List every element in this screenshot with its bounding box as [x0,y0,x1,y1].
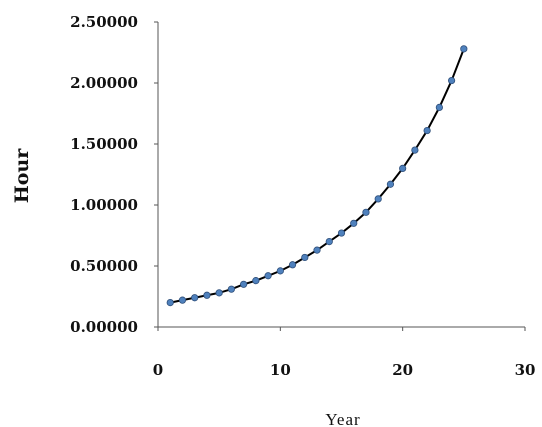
trend-line-group [170,48,465,304]
data-points [166,45,468,307]
y-tick-label: 1.50000 [70,135,138,153]
y-axis-label: Hour [11,148,33,203]
x-tick-label: 10 [270,361,291,379]
y-tick-label: 0.50000 [70,257,138,275]
data-point [325,238,333,246]
data-point [386,180,395,188]
y-tick-label: 1.00000 [70,196,138,214]
y-tick-label: 0.00000 [70,318,138,336]
data-point [191,294,199,302]
data-point [301,253,309,262]
data-point [264,272,272,280]
x-axis-label: Year [325,410,360,427]
axes [154,21,526,331]
data-point [276,267,284,275]
data-point [460,45,468,53]
data-point [447,76,456,85]
data-point [166,298,174,307]
tick-labels: 0.00000 0.50000 1.00000 1.50000 2.00000 2.500… [70,13,535,379]
data-point [411,146,419,154]
data-point [178,296,187,304]
data-point [362,208,370,216]
data-point [423,126,431,135]
x-tick-label: 0 [153,361,163,379]
data-point [374,195,382,203]
y-tick-label: 2.00000 [70,74,138,92]
data-point [350,219,358,227]
data-point [240,280,248,288]
y-tick-label: 2.50000 [70,13,138,31]
data-point [252,277,260,285]
data-point [203,291,211,299]
data-point [435,103,443,112]
x-tick-label: 30 [515,361,536,379]
trend-line [170,48,465,304]
data-point [227,285,235,293]
data-point [337,229,346,237]
data-point [288,261,297,269]
data-point [215,289,223,297]
data-point [313,246,321,254]
x-tick-label: 20 [392,361,413,379]
data-point [399,164,407,172]
